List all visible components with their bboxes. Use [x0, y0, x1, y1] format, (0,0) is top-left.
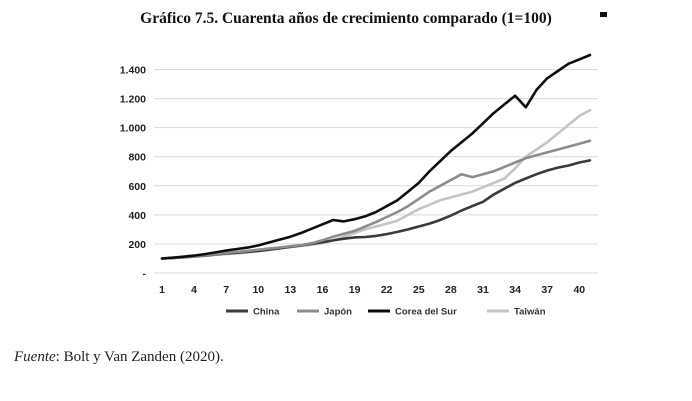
x-tick-label: 37 [541, 284, 553, 296]
legend-label: Japón [324, 307, 352, 318]
x-tick-label: 13 [285, 284, 297, 296]
source-note: Fuente: Bolt y Van Zanden (2020). [14, 349, 224, 366]
x-tick-label: 31 [477, 284, 489, 296]
x-tick-label: 7 [223, 284, 229, 296]
y-tick-label: 1.400 [120, 65, 146, 77]
legend: China Japón Corea del Sur Taiwán [226, 307, 546, 318]
x-tick-label: 10 [252, 284, 264, 296]
y-tick-label: 800 [128, 152, 146, 164]
series-line [160, 53, 592, 260]
line-chart: - 200 400 600 800 1.000 1.200 1.400 1 4 7 10 13 16 19… [120, 53, 598, 318]
y-tick-label: 1.000 [120, 123, 146, 135]
x-tick-label: 1 [159, 284, 165, 296]
source-label: Fuente [14, 349, 56, 365]
gridlines [154, 69, 598, 274]
x-tick-label: 40 [573, 284, 585, 296]
x-tick-label: 28 [445, 284, 457, 296]
y-tick-label: 1.200 [120, 94, 146, 106]
legend-label: Corea del Sur [395, 307, 457, 318]
y-tick-label: - [143, 268, 147, 280]
legend-label: China [253, 307, 280, 318]
y-tick-label: 400 [128, 210, 146, 222]
chart-title: Gráfico 7.5. Cuarenta años de crecimient… [140, 10, 552, 27]
x-tick-label: 16 [317, 284, 329, 296]
x-tick-label: 19 [349, 284, 361, 296]
corner-mark [600, 12, 607, 17]
y-tick-label: 600 [128, 181, 146, 193]
series-lines [160, 53, 592, 260]
y-tick-label: 200 [128, 239, 146, 251]
source-text: : Bolt y Van Zanden (2020). [55, 349, 224, 365]
x-tick-label: 25 [413, 284, 425, 296]
x-tick-label: 4 [191, 284, 197, 296]
series-line [160, 139, 592, 260]
x-tick-label: 34 [509, 284, 521, 296]
x-tick-label: 22 [381, 284, 393, 296]
y-axis-labels: - 200 400 600 800 1.000 1.200 1.400 [120, 65, 147, 280]
x-axis-labels: 1 4 7 10 13 16 19 22 25 28 31 34 37 40 [159, 284, 585, 296]
legend-label: Taiwán [514, 307, 546, 318]
